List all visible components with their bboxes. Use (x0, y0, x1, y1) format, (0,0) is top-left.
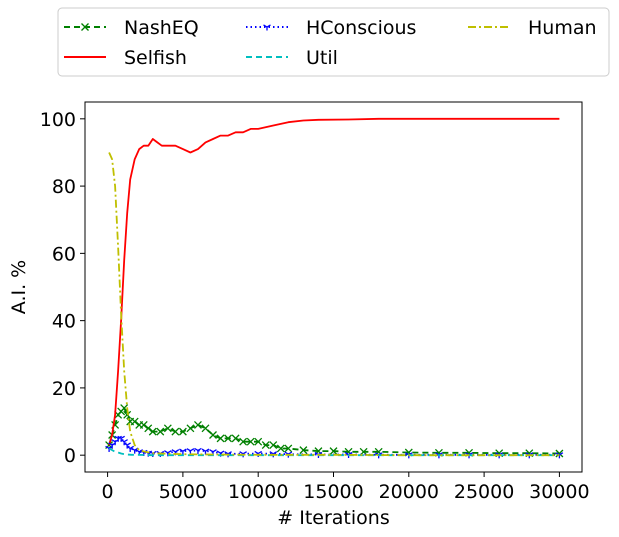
data-point (299, 446, 308, 455)
x-tick-label: 25000 (454, 481, 514, 503)
legend-box (57, 7, 610, 77)
legend-label: Human (528, 17, 597, 39)
series-line (108, 152, 560, 457)
data-point (144, 424, 153, 433)
legend-label: HConscious (306, 17, 416, 39)
plot-frame (84, 101, 583, 473)
legend-label: Util (306, 47, 338, 69)
series-line (108, 117, 560, 446)
data-point (201, 424, 210, 433)
legend-label: NashEQ (124, 17, 199, 39)
data-point (171, 427, 180, 436)
data-point (81, 23, 89, 31)
data-point (276, 444, 285, 453)
x-tick-label: 10000 (228, 481, 288, 503)
x-tick-label: 0 (102, 481, 114, 503)
legend: NashEQ Selfish HConscious Util Human (57, 7, 610, 77)
data-point (193, 420, 202, 429)
legend-entry-util: Util (246, 47, 338, 69)
y-axis-label: A.I. % (8, 260, 30, 314)
data-point (284, 444, 293, 453)
x-axis-label: # Iterations (277, 507, 389, 529)
data-point (148, 450, 157, 457)
data-point (186, 424, 195, 433)
y-tick-label: 20 (52, 378, 76, 400)
legend-label: Selfish (124, 47, 187, 69)
legend-entry-nasheq: NashEQ (64, 17, 199, 39)
data-point (216, 434, 225, 443)
data-point (120, 404, 129, 413)
x-axis: 0 5000 10000 15000 20000 25000 30000 (102, 472, 590, 503)
data-point (239, 437, 248, 446)
x-tick-label: 5000 (159, 481, 207, 503)
x-tick-label: 15000 (303, 481, 363, 503)
legend-entry-selfish: Selfish (64, 47, 187, 69)
x-tick-label: 30000 (529, 481, 589, 503)
x-tick-label: 20000 (379, 481, 439, 503)
series-human (108, 152, 560, 457)
data-point (261, 441, 270, 450)
data-point (163, 424, 172, 433)
data-point (126, 445, 135, 452)
data-point (179, 448, 187, 455)
data-point (148, 427, 157, 436)
y-tick-label: 80 (52, 176, 76, 198)
data-point (263, 24, 271, 31)
data-point (246, 437, 255, 446)
data-point (163, 450, 172, 457)
data-point (555, 449, 564, 458)
series-selfish (108, 117, 560, 446)
data-point (209, 431, 217, 439)
data-point (224, 434, 233, 443)
y-tick-label: 0 (64, 445, 76, 467)
data-point (178, 427, 187, 436)
legend-entry-hconscious: HConscious (246, 17, 416, 39)
y-tick-label: 60 (52, 243, 76, 265)
data-point (269, 441, 278, 450)
plot-area (84, 101, 583, 473)
y-tick-label: 40 (52, 311, 76, 333)
data-point (130, 417, 139, 426)
data-point (329, 447, 338, 456)
data-point (156, 427, 165, 436)
data-point (254, 437, 263, 446)
y-axis: 0 20 40 60 80 100 (40, 109, 85, 467)
y-tick-label: 100 (40, 109, 76, 131)
data-point (139, 420, 148, 429)
data-point (231, 434, 240, 443)
legend-entry-human: Human (468, 17, 597, 39)
series-nasheq (105, 404, 564, 458)
data-point (194, 447, 202, 454)
